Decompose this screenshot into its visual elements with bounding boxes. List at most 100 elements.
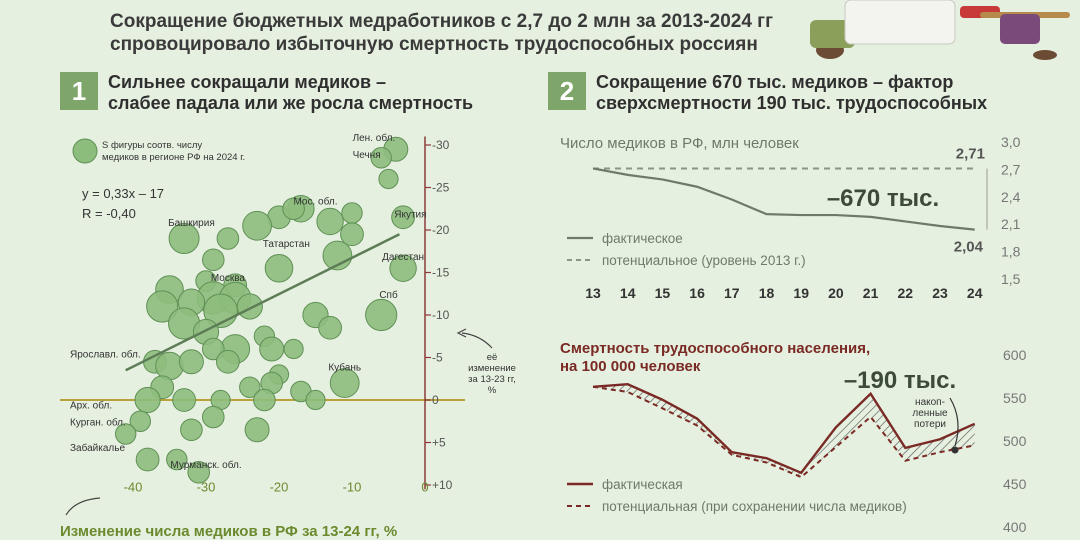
x-tick-label: 21 — [863, 538, 879, 540]
region-label: Башкирия — [168, 218, 215, 229]
y-tick-label: 550 — [1003, 390, 1027, 406]
x-tick-label: 16 — [689, 538, 705, 540]
x-tick-label: 13 — [585, 285, 601, 301]
mascot-illustration — [790, 0, 1080, 72]
x-tick-label: 16 — [689, 285, 705, 301]
region-label: Москва — [211, 273, 246, 284]
region-bubble — [253, 388, 276, 412]
legend-label-potential: потенциальное (уровень 2013 г.) — [602, 253, 806, 268]
series-actual — [592, 167, 975, 231]
legend-note: S фигуры соотв. числу медиков в регионе Р… — [102, 140, 245, 163]
region-bubble — [244, 417, 270, 443]
legend-label-actual: фактическое — [602, 231, 683, 246]
region-bubble — [172, 388, 197, 412]
region-bubble — [370, 147, 392, 169]
y-tick-label: -10 — [432, 308, 450, 322]
scatter-chart: -30-25-20-15-10-50+5+10-40 -30 -20 -10 0Лен.… — [60, 132, 516, 540]
region-bubble — [318, 315, 343, 340]
x-tick-label: 24 — [967, 538, 983, 540]
region-bubble — [180, 418, 203, 442]
medics-line-chart: Число медиков в РФ, млн человек 3,0 2,7 2,4… — [560, 134, 1021, 301]
gap-label: –670 тыс. — [827, 185, 939, 212]
region-bubble — [115, 423, 137, 445]
region-bubble — [341, 202, 363, 224]
x-tick-label: -10 — [343, 479, 362, 494]
region-label: Арх. обл. — [70, 400, 112, 412]
region-label: Ярославл. обл. — [70, 349, 141, 361]
x-tick-label: -20 — [270, 479, 289, 494]
y-tick-label: +10 — [432, 478, 453, 492]
y-label-arrow — [461, 332, 493, 349]
region-bubble — [202, 405, 225, 429]
region-bubble — [178, 349, 204, 375]
x-label-arrow — [65, 497, 101, 516]
y-tick-label: 450 — [1003, 476, 1027, 492]
region-label: Дагестан — [382, 252, 424, 263]
chart-title: Число медиков в РФ, млн человек — [560, 135, 799, 152]
region-bubble — [146, 290, 179, 323]
region-bubble — [365, 298, 398, 332]
trend-line — [125, 233, 401, 372]
region-bubble — [242, 210, 273, 241]
x-tick-label: 0 — [421, 479, 428, 494]
x-tick-label: 14 — [620, 285, 636, 301]
x-tick-label: 20 — [828, 538, 844, 540]
region-bubble — [378, 168, 399, 190]
equation-text: y = 0,33x – 17 — [82, 186, 164, 201]
x-tick-label: 23 — [932, 538, 948, 540]
y-tick-label: 500 — [1003, 433, 1027, 449]
region-bubble — [283, 338, 304, 360]
x-tick-label: -40 — [124, 479, 143, 494]
x-tick-label: 15 — [655, 285, 671, 301]
region-bubble — [216, 227, 240, 250]
legend-label-potential: потенциальная (при сохранении числа меди… — [602, 499, 907, 514]
region-bubble — [259, 336, 285, 362]
region-label: Татарстан — [263, 239, 310, 250]
gap-label: –190 тыс. — [844, 367, 956, 394]
x-tick-label: 15 — [655, 538, 671, 540]
x-tick-label: 20 — [828, 285, 844, 301]
region-label: Кубань — [328, 361, 361, 373]
x-tick-label: 24 — [967, 285, 983, 301]
x-tick-label: 23 — [932, 285, 948, 301]
region-bubble — [316, 207, 344, 236]
region-bubble — [129, 410, 152, 432]
section2-number: 2 — [548, 72, 586, 110]
region-bubble — [135, 447, 160, 472]
region-label: Якутия — [394, 209, 426, 220]
y-label-arrowhead — [456, 328, 467, 338]
region-bubble — [134, 386, 161, 414]
region-label: Спб — [379, 289, 398, 301]
section1-heading: Сильнее сокращали медиков – слабее падал… — [108, 72, 474, 113]
region-bubble — [329, 368, 360, 398]
header-subtitle: Сокращение бюджетных медработников с 2,7… — [110, 11, 773, 55]
x-tick-label: 21 — [863, 285, 879, 301]
region-bubble — [239, 376, 261, 398]
y-tick-label: -25 — [432, 181, 450, 195]
r-value-text: R = -0,40 — [82, 206, 136, 221]
x-tick-label: 13 — [585, 538, 601, 540]
region-bubble — [305, 389, 326, 411]
region-bubble — [391, 205, 416, 230]
hatch-annotation-dot — [951, 446, 959, 454]
x-tick-label: 19 — [793, 285, 809, 301]
region-label: Чечня — [353, 150, 381, 161]
legend-bubble — [72, 138, 98, 164]
x-tick-label: 18 — [759, 538, 775, 540]
x-tick-label: 22 — [898, 285, 914, 301]
legend-label-actual: фактическая — [602, 477, 683, 492]
section1-number: 1 — [60, 72, 98, 110]
region-bubble — [264, 253, 294, 283]
x-tick-label: 17 — [724, 538, 740, 540]
x-axis-label: Изменение числа медиков в РФ за 13-24 гг… — [60, 523, 397, 540]
x-tick-label: 19 — [793, 538, 809, 540]
y-tick-label: 1,8 — [1001, 244, 1021, 260]
y-tick-label: -5 — [432, 351, 443, 365]
y-tick-label: -15 — [432, 266, 450, 280]
end-value-label: 2,04 — [954, 239, 984, 256]
y-tick-label: +5 — [432, 436, 446, 450]
chart-title: Смертность трудоспособного населения, на … — [560, 340, 870, 375]
x-tick-label: 22 — [898, 538, 914, 540]
region-bubble — [282, 197, 305, 221]
